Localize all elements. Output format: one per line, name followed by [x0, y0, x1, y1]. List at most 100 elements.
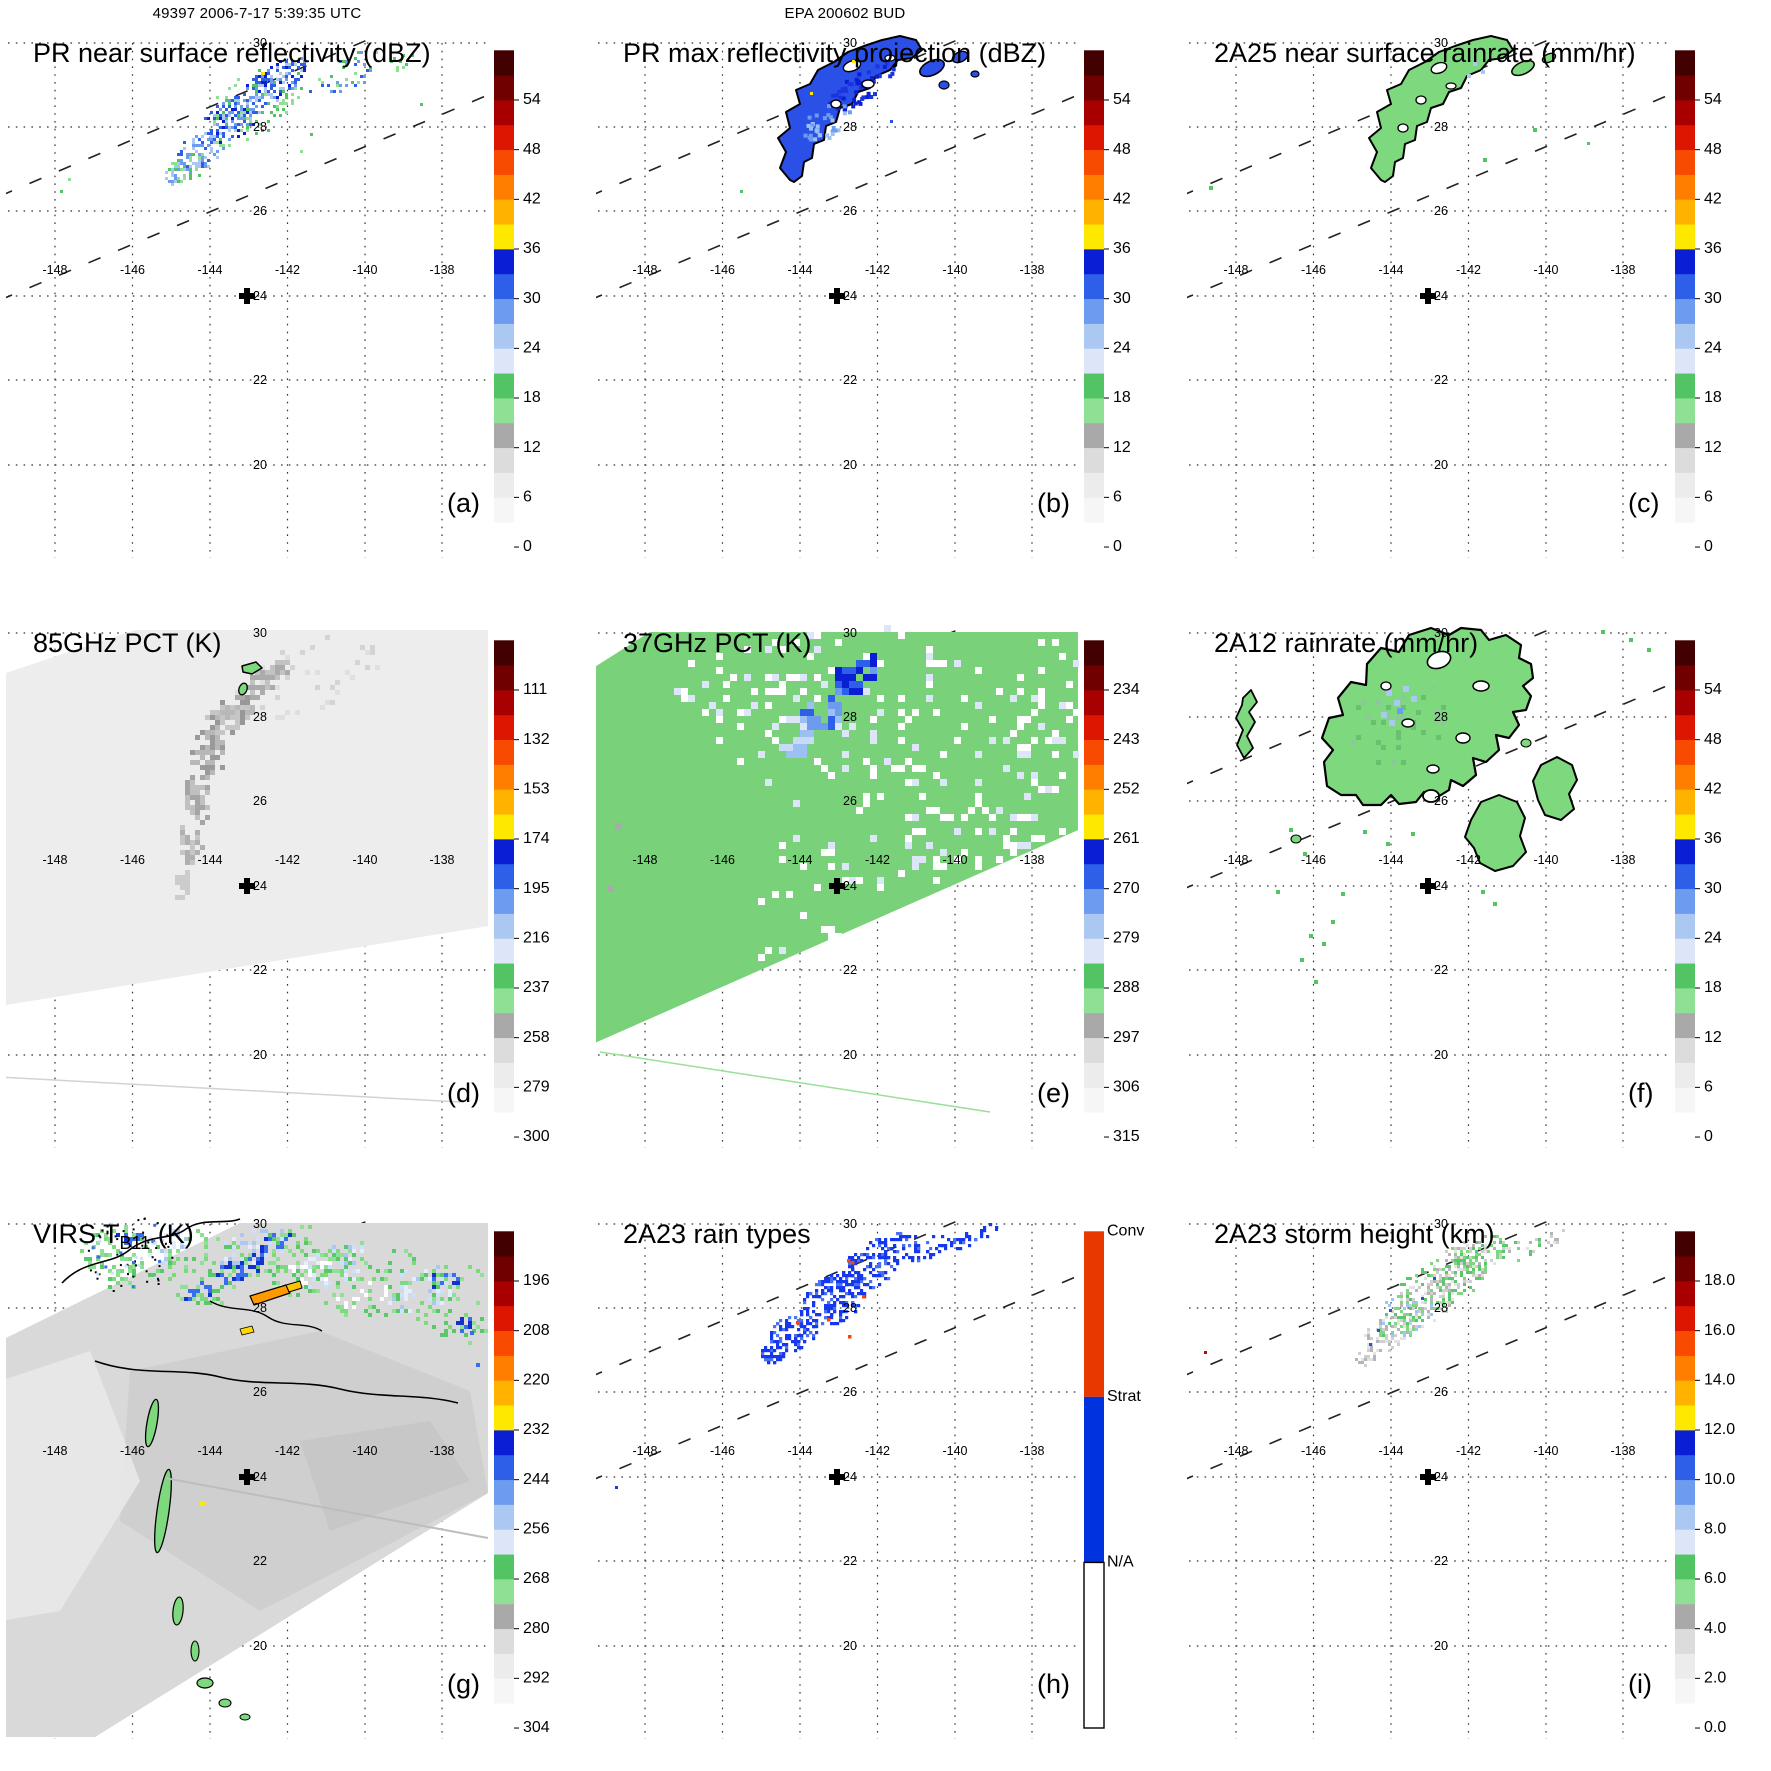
panel-d: -148 -146 -144 -142 -140 -138 30 28 26 24 22 20 85GH…: [6, 626, 550, 1149]
lon-tick-label: -140: [1533, 1444, 1558, 1458]
colorbar-tick-label: 6: [1704, 1079, 1713, 1096]
panel-i-title: 2A23 storm height (km): [1214, 1219, 1495, 1249]
colorbar-tick-label: 42: [523, 191, 541, 208]
colorbar-tick-label: 252: [1113, 781, 1140, 798]
figure-header-left: 49397 2006-7-17 5:39:35 UTC: [152, 5, 362, 22]
colorbar-tick-label: 306: [1113, 1079, 1140, 1096]
lat-tick-label: 28: [1434, 120, 1448, 134]
lat-tick-label: 24: [253, 289, 267, 303]
lat-tick-label: 28: [253, 120, 267, 134]
panel-f-axis-labels: -148 -146 -144 -142 -140 -138 30 28 26 24 22 20: [1223, 626, 1635, 1062]
lat-tick-label: 30: [1434, 1217, 1448, 1231]
colorbar-tick-label: 30: [1704, 290, 1722, 307]
panel-g-letter: (g): [447, 1669, 480, 1699]
lon-tick-label: -138: [1610, 263, 1635, 277]
colorbar-tick-label: 208: [523, 1322, 550, 1339]
lat-tick-label: 26: [253, 204, 267, 218]
lat-tick-label: 26: [1434, 1385, 1448, 1399]
lat-tick-label: 24: [843, 879, 857, 893]
panel-e-colorbar: 234 243 252 261 270 279 288 297 306 315: [1084, 640, 1140, 1146]
lon-tick-label: -148: [633, 853, 658, 867]
colorbar-tick-label: 30: [1704, 880, 1722, 897]
lon-tick-label: -148: [633, 263, 658, 277]
lon-tick-label: -138: [429, 853, 454, 867]
panel-i: -148 -146 -144 -142 -140 -138 30 28 26 24 22 20 2A23…: [1186, 1217, 1735, 1739]
lat-tick-label: 30: [1434, 626, 1448, 640]
colorbar-tick-label: 0: [1113, 538, 1122, 555]
panel-h-colorbar: Conv Strat N/A: [1083, 1222, 1145, 1729]
lat-tick-label: 24: [843, 289, 857, 303]
lon-tick-label: -140: [943, 1444, 968, 1458]
panel-d-axis-labels: -148 -146 -144 -142 -140 -138 30 28 26 24 22 20: [42, 626, 454, 1062]
colorbar-tick-label: 220: [523, 1371, 550, 1388]
lat-tick-label: 28: [1434, 1301, 1448, 1315]
lat-tick-label: 20: [253, 458, 267, 472]
panel-i-swath-edge-lines: [1186, 1217, 1669, 1480]
lon-tick-label: -146: [710, 1444, 735, 1458]
colorbar-tick-label: 14.0: [1704, 1371, 1735, 1388]
lon-tick-label: -144: [1378, 1444, 1403, 1458]
panel-g: -148 -146 -144 -142 -140 -138 30 28 26 24 22 20 VIRS…: [6, 1217, 550, 1739]
lon-tick-label: -148: [633, 1444, 658, 1458]
raintype-label: N/A: [1107, 1553, 1134, 1570]
panel-h: -148 -146 -144 -142 -140 -138 30 28 26 24 22 20 2A23…: [596, 1217, 1145, 1739]
lon-tick-label: -138: [1020, 263, 1045, 277]
lat-tick-label: 22: [1434, 1554, 1448, 1568]
lon-tick-label: -146: [710, 853, 735, 867]
lat-tick-label: 26: [1434, 204, 1448, 218]
colorbar-tick-label: 288: [1113, 980, 1140, 997]
colorbar-tick-label: 196: [523, 1272, 550, 1289]
lon-tick-label: -140: [1533, 263, 1558, 277]
storm-center-cross: [1419, 288, 1436, 304]
panel-g-axis-labels: -148 -146 -144 -142 -140 -138 30 28 26 24 22 20: [42, 1217, 454, 1653]
colorbar-tick-label: 12: [1704, 439, 1722, 456]
colorbar-tick-label: 24: [1704, 340, 1722, 357]
panel-i-colorbar: 18.0 16.0 14.0 12.0 10.0 8.0 6.0 4.0 2.0 0.0: [1674, 1230, 1735, 1736]
lon-tick-label: -140: [943, 853, 968, 867]
lat-tick-label: 24: [253, 879, 267, 893]
lat-tick-label: 22: [843, 1554, 857, 1568]
colorbar-tick-label: 261: [1113, 831, 1140, 848]
lat-tick-label: 20: [253, 1048, 267, 1062]
colorbar-tick-label: 6: [523, 489, 532, 506]
colorbar-tick-label: 54: [523, 91, 541, 108]
panel-a-data-layer: [60, 51, 423, 193]
panel-b-letter: (b): [1037, 488, 1070, 518]
panel-i-letter: (i): [1628, 1669, 1652, 1699]
lon-tick-label: -148: [1223, 853, 1248, 867]
colorbar-tick-label: 0.0: [1704, 1719, 1726, 1736]
colorbar-tick-label: 270: [1113, 880, 1140, 897]
colorbar-tick-label: 195: [523, 880, 550, 897]
lon-tick-label: -142: [1456, 263, 1481, 277]
lat-tick-label: 22: [843, 963, 857, 977]
colorbar-tick-label: 24: [1704, 930, 1722, 947]
panel-g-colorbar: 196 208 220 232 244 256 268 280 292 304: [494, 1230, 550, 1736]
lon-tick-label: -146: [1301, 1444, 1326, 1458]
panel-b-swath-edge-lines: [596, 37, 1079, 299]
raintype-label: Strat: [1107, 1388, 1141, 1405]
colorbar-tick-label: 237: [523, 980, 550, 997]
lon-tick-label: -148: [42, 853, 67, 867]
colorbar-tick-label: 48: [1113, 141, 1131, 158]
panel-a-axis-labels: -148 -146 -144 -142 -140 -138 30 28 26 24 22 20: [42, 36, 454, 472]
colorbar-tick-label: 232: [523, 1421, 550, 1438]
lon-tick-label: -144: [1378, 263, 1403, 277]
lat-tick-label: 20: [1434, 1639, 1448, 1653]
colorbar-tick-label: 48: [523, 141, 541, 158]
lon-tick-label: -138: [1610, 1444, 1635, 1458]
colorbar-tick-label: 54: [1704, 91, 1722, 108]
lon-tick-label: -142: [865, 263, 890, 277]
colorbar-tick-label: 8.0: [1704, 1520, 1726, 1537]
lat-tick-label: 28: [253, 710, 267, 724]
lon-tick-label: -146: [1301, 263, 1326, 277]
panel-b-title: PR max reflectivity projection (dBZ): [623, 38, 1046, 68]
lat-tick-label: 28: [253, 1301, 267, 1315]
panel-f-data-layer: [1234, 627, 1651, 985]
colorbar-tick-label: 256: [523, 1520, 550, 1537]
lon-tick-label: -142: [1456, 853, 1481, 867]
lon-tick-label: -140: [943, 263, 968, 277]
colorbar-tick-label: 6: [1704, 489, 1713, 506]
lon-tick-label: -142: [275, 853, 300, 867]
colorbar-tick-label: 36: [523, 240, 541, 257]
panel-i-data-layer: [1203, 1228, 1565, 1367]
